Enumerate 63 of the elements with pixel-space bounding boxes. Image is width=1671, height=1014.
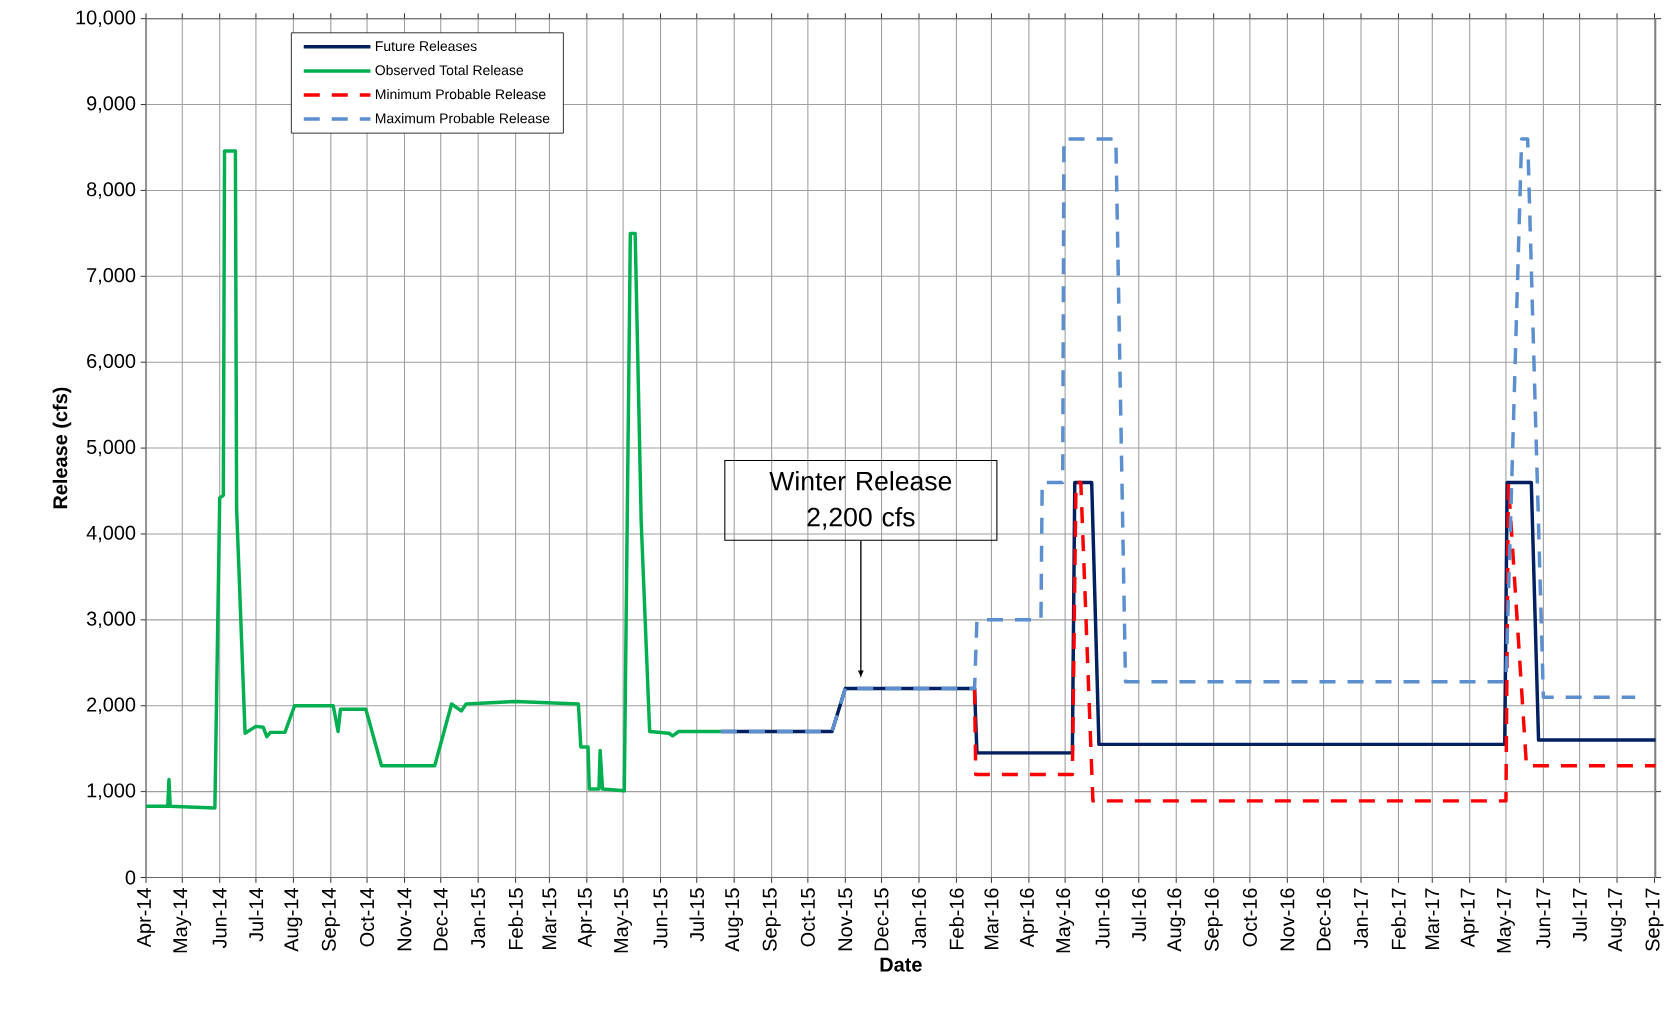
x-tick-label: Nov-16 [1280,888,1295,951]
x-tick-label: Aug-16 [1167,888,1186,952]
y-tick-label: 2,000 [87,697,136,715]
x-tick-label: Jan-15 [471,888,486,949]
line-series [719,137,1637,734]
x-tick-label: Feb-16 [949,888,964,950]
x-tick-label: Jan-17 [1354,888,1368,949]
x-tick-label: Mar-16 [984,888,999,950]
line-series [972,480,1656,804]
x-tick-label: Apr-16 [1019,888,1038,948]
x-tick-label: Aug-17 [1608,888,1626,952]
legend-label: Future Releases [375,41,477,52]
y-tick-label: 0 [125,870,136,885]
x-tick-label: Apr-15 [577,888,596,948]
annotation: Winter Release 2,200 cfs [769,471,952,530]
x-tick-label: Apr-14 [137,888,155,948]
legend-label: Maximum Probable Release [375,113,550,124]
y-tick-label: 3,000 [86,611,136,629]
x-tick-label: Nov-14 [397,888,412,951]
x-tick-label: Feb-15 [508,888,523,950]
x-tick-label: Mar-17 [1425,888,1440,950]
x-tick-label: Sep-16 [1204,888,1223,952]
x-tick-label: Jun-14 [212,888,227,949]
y-tick-label: 1,000 [87,783,136,801]
legend-label: Observed Total Release [375,65,524,76]
x-tick-label: Oct-16 [1242,888,1257,947]
x-tick-label: Feb-17 [1391,888,1406,950]
x-tick-label: Aug-15 [725,888,744,952]
y-tick-label: 5,000 [86,440,136,457]
x-tick-label: Jun-15 [653,888,668,949]
x-tick-label: Sep-17 [1645,888,1664,952]
x-tick-label: Mar-15 [542,888,557,950]
x-tick-label: Dec-16 [1316,888,1331,951]
x-tick-label: Nov-15 [838,888,853,951]
x-tick-label: Oct-14 [359,888,375,947]
x-tick-label: Jun-17 [1536,888,1551,949]
y-tick-label: 10,000 [76,10,136,28]
x-tick-label: May-16 [1056,888,1075,953]
x-tick-label: Dec-14 [433,888,448,951]
x-tick-label: Oct-15 [800,888,815,947]
y-tick-label: 7,000 [87,268,136,285]
x-tick-label: Apr-17 [1460,888,1479,948]
y-tick-label: 6,000 [87,354,136,371]
y-axis-title: Release (cfs) [52,387,72,509]
x-tick-label: May-14 [173,888,192,953]
line-series [146,149,723,810]
y-tick-label: 9,000 [87,96,136,113]
x-tick-label: Sep-15 [762,888,781,952]
y-tick-label: 8,000 [87,182,136,199]
x-tick-label: May-15 [614,888,632,953]
x-tick-label: Jul-17 [1572,888,1587,942]
x-axis-title: Date [880,958,922,972]
legend-label: Minimum Probable Release [375,89,546,100]
x-tick-label: May-17 [1497,888,1515,953]
x-tick-label: Jul-15 [689,888,705,942]
x-tick-label: Dec-15 [874,888,889,951]
x-tick-label: Jan-16 [911,888,927,949]
x-tick-label: Jul-14 [248,888,264,942]
y-tick-label: 4,000 [86,525,136,543]
x-tick-label: Aug-14 [284,888,303,952]
x-tick-label: Sep-14 [321,888,340,952]
x-tick-label: Jun-16 [1095,888,1110,949]
x-tick-label: Jul-16 [1131,888,1147,942]
